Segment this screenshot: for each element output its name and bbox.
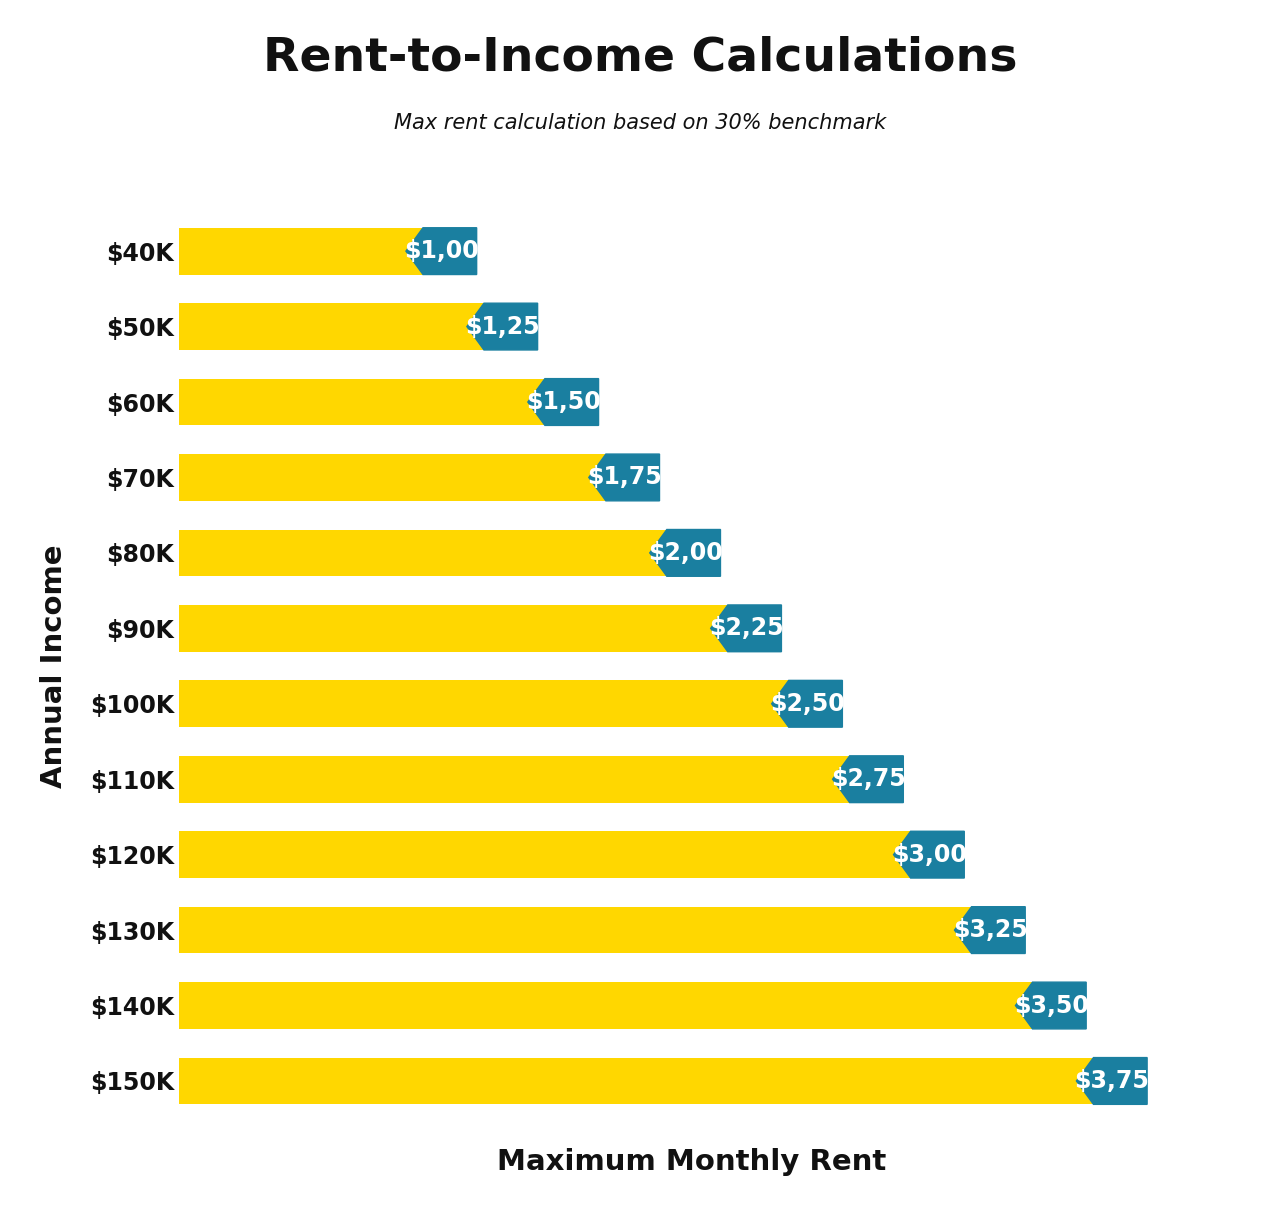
Polygon shape bbox=[589, 454, 659, 501]
Polygon shape bbox=[893, 831, 964, 878]
Text: $3,000: $3,000 bbox=[892, 843, 983, 867]
Polygon shape bbox=[832, 756, 904, 803]
Text: $2,750: $2,750 bbox=[831, 768, 922, 791]
Bar bbox=[179, 1057, 1093, 1104]
Polygon shape bbox=[527, 379, 599, 425]
Text: $1,750: $1,750 bbox=[588, 465, 678, 489]
Y-axis label: Annual Income: Annual Income bbox=[40, 544, 68, 788]
Text: $3,750: $3,750 bbox=[1075, 1069, 1166, 1094]
Bar bbox=[179, 606, 728, 652]
Text: $3,250: $3,250 bbox=[952, 918, 1044, 942]
Polygon shape bbox=[772, 681, 842, 727]
Bar bbox=[179, 982, 1033, 1029]
Polygon shape bbox=[406, 228, 476, 275]
Bar bbox=[179, 228, 422, 275]
Polygon shape bbox=[955, 907, 1025, 953]
Text: $1,000: $1,000 bbox=[404, 239, 495, 263]
Text: $2,000: $2,000 bbox=[648, 541, 740, 564]
Text: $1,500: $1,500 bbox=[526, 390, 617, 414]
Bar bbox=[179, 379, 545, 425]
Bar bbox=[179, 681, 788, 727]
Text: Rent-to-Income Calculations: Rent-to-Income Calculations bbox=[262, 36, 1018, 81]
Text: $2,500: $2,500 bbox=[769, 691, 861, 716]
Polygon shape bbox=[467, 303, 538, 350]
Text: $3,500: $3,500 bbox=[1014, 993, 1105, 1017]
Text: $1,250: $1,250 bbox=[465, 315, 557, 339]
Bar bbox=[179, 454, 605, 501]
Text: $2,250: $2,250 bbox=[709, 616, 800, 641]
Bar bbox=[179, 529, 667, 576]
Bar bbox=[179, 756, 850, 803]
Bar bbox=[179, 831, 910, 878]
Polygon shape bbox=[710, 606, 781, 652]
Polygon shape bbox=[1015, 982, 1087, 1029]
Bar bbox=[179, 303, 484, 350]
Text: Max rent calculation based on 30% benchmark: Max rent calculation based on 30% benchm… bbox=[394, 113, 886, 133]
Polygon shape bbox=[650, 529, 721, 576]
Polygon shape bbox=[1076, 1057, 1147, 1104]
Bar bbox=[179, 907, 972, 953]
X-axis label: Maximum Monthly Rent: Maximum Monthly Rent bbox=[497, 1148, 886, 1176]
